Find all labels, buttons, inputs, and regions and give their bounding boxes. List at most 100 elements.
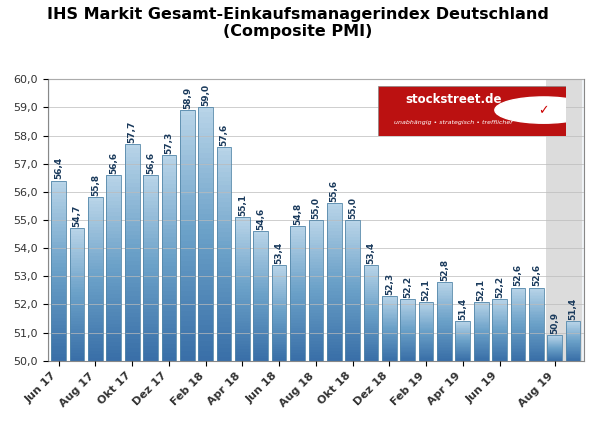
Bar bbox=[217, 275, 231, 279]
Bar bbox=[235, 341, 250, 344]
Bar bbox=[125, 283, 139, 287]
Bar bbox=[474, 356, 489, 357]
Bar bbox=[382, 349, 397, 350]
Bar bbox=[345, 228, 360, 231]
Bar bbox=[547, 356, 562, 357]
Bar bbox=[51, 260, 66, 264]
Bar bbox=[125, 235, 139, 239]
Bar bbox=[401, 300, 415, 301]
Bar bbox=[51, 231, 66, 235]
Bar bbox=[437, 282, 452, 283]
Bar bbox=[327, 250, 342, 253]
Bar bbox=[401, 341, 415, 342]
Bar bbox=[529, 336, 544, 337]
Bar bbox=[143, 290, 158, 294]
Bar bbox=[437, 288, 452, 290]
Bar bbox=[217, 207, 231, 211]
Bar bbox=[474, 325, 489, 326]
Bar bbox=[180, 296, 195, 301]
Bar bbox=[437, 301, 452, 302]
Bar bbox=[419, 356, 433, 357]
Bar bbox=[401, 303, 415, 304]
Bar bbox=[345, 240, 360, 242]
Bar bbox=[290, 231, 305, 234]
Bar bbox=[198, 219, 213, 224]
Bar bbox=[51, 285, 66, 289]
Bar bbox=[492, 356, 507, 357]
Bar bbox=[290, 312, 305, 315]
Bar bbox=[529, 351, 544, 352]
Bar bbox=[51, 202, 66, 206]
Bar bbox=[382, 321, 397, 322]
Bar bbox=[70, 340, 85, 342]
Bar bbox=[401, 305, 415, 306]
Bar bbox=[382, 313, 397, 314]
Bar bbox=[566, 355, 581, 356]
Bar bbox=[51, 354, 66, 357]
Bar bbox=[290, 288, 305, 290]
Bar bbox=[327, 288, 342, 291]
Bar bbox=[309, 319, 323, 321]
Bar bbox=[198, 214, 213, 219]
Bar bbox=[345, 285, 360, 288]
Bar bbox=[107, 320, 121, 324]
Bar bbox=[309, 327, 323, 330]
Bar bbox=[180, 210, 195, 216]
Bar bbox=[198, 183, 213, 188]
Bar bbox=[88, 358, 103, 361]
Bar bbox=[437, 309, 452, 310]
Bar bbox=[125, 335, 139, 339]
Bar bbox=[364, 348, 378, 349]
Bar bbox=[419, 306, 433, 308]
Bar bbox=[235, 358, 250, 361]
Bar bbox=[382, 317, 397, 318]
Bar bbox=[125, 265, 139, 270]
Bar bbox=[455, 350, 470, 351]
Bar bbox=[327, 228, 342, 231]
Bar bbox=[437, 345, 452, 347]
Bar bbox=[290, 269, 305, 271]
Bar bbox=[382, 328, 397, 330]
Bar bbox=[547, 336, 562, 337]
Bar bbox=[88, 322, 103, 325]
Bar bbox=[198, 143, 213, 148]
Bar bbox=[382, 347, 397, 348]
Bar bbox=[180, 356, 195, 361]
Bar bbox=[143, 357, 158, 361]
Bar bbox=[474, 329, 489, 330]
Bar bbox=[364, 319, 378, 321]
Bar bbox=[88, 282, 103, 286]
Bar bbox=[364, 353, 378, 355]
Bar bbox=[309, 304, 323, 307]
Bar bbox=[162, 176, 176, 180]
Bar bbox=[547, 344, 562, 345]
Bar bbox=[88, 299, 103, 302]
Bar bbox=[107, 264, 121, 268]
Bar bbox=[529, 320, 544, 321]
Bar bbox=[327, 209, 342, 213]
Bar bbox=[401, 327, 415, 329]
Bar bbox=[511, 358, 525, 359]
Bar bbox=[217, 305, 231, 309]
Bar bbox=[364, 301, 378, 303]
Bar bbox=[198, 300, 213, 305]
Text: IHS Markit Gesamt-Einkaufsmanagerindex Deutschland: IHS Markit Gesamt-Einkaufsmanagerindex D… bbox=[47, 7, 549, 22]
Bar bbox=[382, 330, 397, 331]
Bar bbox=[529, 317, 544, 318]
Bar bbox=[143, 201, 158, 205]
Bar bbox=[143, 327, 158, 331]
Bar bbox=[198, 285, 213, 290]
Bar bbox=[455, 333, 470, 334]
Bar bbox=[492, 351, 507, 352]
Bar bbox=[455, 321, 470, 322]
Bar bbox=[529, 342, 544, 343]
Bar bbox=[401, 304, 415, 305]
Bar bbox=[125, 304, 139, 309]
Bar bbox=[455, 358, 470, 359]
Bar bbox=[327, 326, 342, 329]
Bar bbox=[492, 299, 507, 361]
Bar bbox=[309, 288, 323, 290]
Bar bbox=[253, 345, 268, 348]
Bar bbox=[180, 120, 195, 125]
Bar bbox=[107, 268, 121, 271]
